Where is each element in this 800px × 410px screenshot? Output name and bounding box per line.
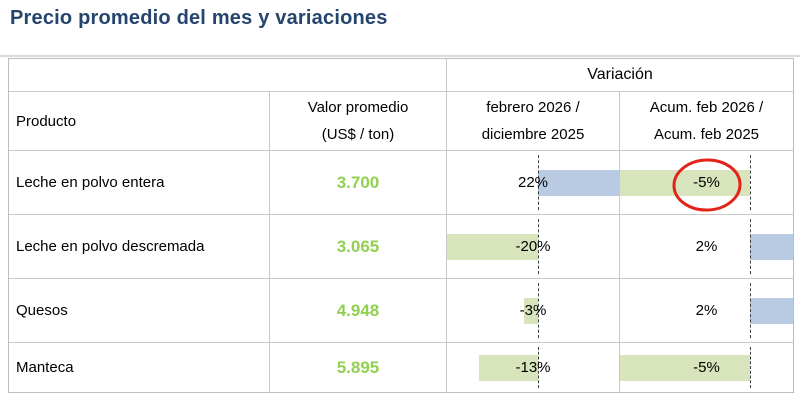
variation-value: 22% <box>517 174 549 191</box>
header-acum: Acum. feb 2026 / Acum. feb 2025 <box>620 92 793 151</box>
databar-cell: -3% <box>447 279 620 343</box>
header-acum-line1: Acum. feb 2026 / <box>649 99 764 116</box>
product-name: Leche en polvo descremada <box>9 215 270 279</box>
variation-value: -3% <box>519 302 547 319</box>
databar <box>538 169 619 196</box>
avg-value: 4.948 <box>270 279 447 343</box>
databar <box>524 297 539 324</box>
header-feb-line2: diciembre 2025 <box>481 126 585 143</box>
product-name: Leche en polvo entera <box>9 151 270 215</box>
header-feb-line1: febrero 2026 / <box>486 99 580 116</box>
variation-value: 2% <box>695 238 718 255</box>
price-variation-table: Variación Producto Valor promedio (US$ /… <box>8 58 794 393</box>
databar-axis <box>538 283 540 338</box>
databar-cell: -13% <box>447 343 620 392</box>
header-valor-promedio: Valor promedio (US$ / ton) <box>270 92 447 151</box>
databar-cell: 22% <box>447 151 620 215</box>
header-acum-line2: Acum. feb 2025 <box>653 126 760 143</box>
header-feb-dic: febrero 2026 / diciembre 2025 <box>447 92 620 151</box>
avg-value: 3.065 <box>270 215 447 279</box>
databar-axis <box>749 283 751 338</box>
product-name: Quesos <box>9 279 270 343</box>
databar <box>620 354 750 381</box>
databar <box>749 297 793 324</box>
header-valor-line1: Valor promedio <box>307 99 409 116</box>
databar <box>620 169 750 196</box>
variation-value: -5% <box>693 174 720 191</box>
databar-axis <box>749 219 751 274</box>
header-variacion: Variación <box>447 59 793 92</box>
databar-axis <box>749 155 751 210</box>
variation-value: -5% <box>693 359 720 376</box>
page-title: Precio promedio del mes y variaciones <box>10 7 388 29</box>
databar <box>447 233 539 260</box>
databar-cell: 2% <box>620 215 793 279</box>
variation-value: 2% <box>695 302 718 319</box>
databar-cell: 2% <box>620 279 793 343</box>
header-producto: Producto <box>9 92 270 151</box>
header-blank-cell <box>9 59 447 92</box>
variation-value: -13% <box>515 359 551 376</box>
avg-value: 3.700 <box>270 151 447 215</box>
databar-cell: -5% <box>620 151 793 215</box>
databar-axis <box>749 347 751 388</box>
databar-cell: -5% <box>620 343 793 392</box>
databar-cell: -20% <box>447 215 620 279</box>
avg-value: 5.895 <box>270 343 447 392</box>
variation-value: -20% <box>515 238 551 255</box>
title-divider <box>0 55 800 57</box>
databar-axis <box>538 155 540 210</box>
product-name: Manteca <box>9 343 270 392</box>
databar <box>749 233 793 260</box>
databar <box>478 354 539 381</box>
databar-axis <box>538 219 540 274</box>
header-valor-line2: (US$ / ton) <box>321 126 395 143</box>
databar-axis <box>538 347 540 388</box>
